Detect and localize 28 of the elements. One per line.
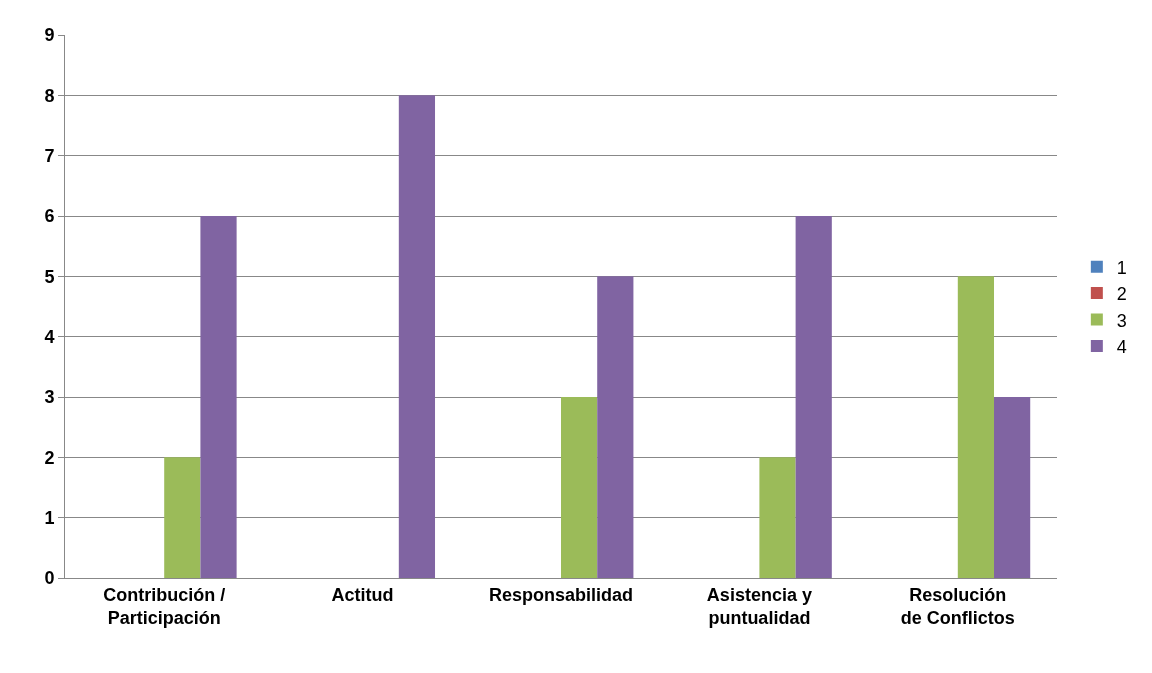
y-tick-label: 0: [44, 568, 55, 589]
legend-label: 1: [1116, 257, 1127, 278]
bar: [795, 216, 832, 578]
bar: [398, 95, 436, 578]
y-tick-label: 6: [44, 206, 55, 227]
y-tick-label: 4: [44, 326, 55, 347]
x-tick-label: Resolución de Conflictos: [900, 584, 1015, 628]
y-tick-label: 7: [44, 145, 55, 166]
bar: [200, 216, 237, 578]
x-tick-label: Asistencia y puntualidad: [706, 584, 812, 628]
y-tick-label: 1: [44, 507, 55, 528]
legend-label: 4: [1116, 336, 1127, 357]
y-tick-label: 8: [44, 85, 55, 106]
y-tick-label: 3: [44, 387, 55, 408]
bar: [561, 397, 598, 578]
legend-label: 2: [1116, 284, 1127, 305]
bar: [957, 276, 995, 578]
bar: [164, 457, 201, 578]
y-tick-label: 5: [44, 266, 55, 287]
legend-label: 3: [1116, 310, 1127, 331]
x-tick-label: Contribución / Participación: [103, 584, 226, 628]
bar: [597, 276, 634, 578]
y-tick-label: 9: [44, 25, 55, 46]
x-tick-label: Responsabilidad: [488, 584, 634, 605]
bar: [759, 457, 796, 578]
x-tick-label: Actitud: [331, 584, 394, 605]
y-tick-label: 2: [44, 447, 55, 468]
bar: [994, 397, 1031, 578]
